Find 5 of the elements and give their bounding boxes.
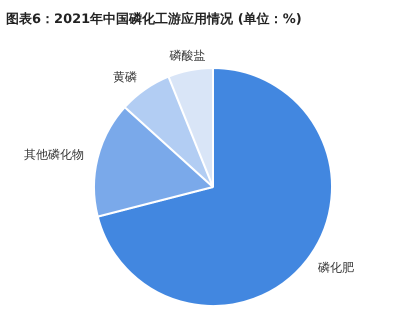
- slice-label: 磷化肥: [317, 260, 354, 275]
- chart-title: 图表6：2021年中国磷化工游应用情况 (单位：%): [6, 10, 302, 28]
- slice-label: 黄磷: [112, 70, 137, 84]
- slice-label: 其他磷化物: [24, 147, 84, 162]
- slice-label: 磷酸盐: [168, 48, 206, 63]
